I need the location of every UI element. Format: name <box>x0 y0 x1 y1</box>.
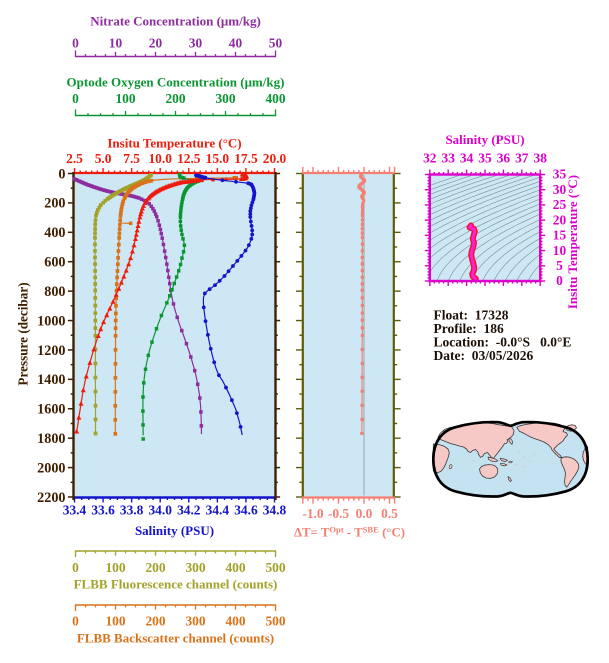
svg-text:100: 100 <box>105 614 125 629</box>
svg-text:36: 36 <box>497 151 511 166</box>
svg-text:0: 0 <box>72 560 79 575</box>
svg-text:33.6: 33.6 <box>91 503 115 518</box>
svg-text:1200: 1200 <box>37 343 65 359</box>
svg-text:0.5: 0.5 <box>381 506 398 521</box>
svg-text:12.5: 12.5 <box>177 151 201 166</box>
svg-text:34.8: 34.8 <box>263 503 287 518</box>
svg-text:Nitrate Concentration (μm/kg): Nitrate Concentration (μm/kg) <box>90 14 261 29</box>
svg-text:0: 0 <box>72 36 79 51</box>
svg-text:0: 0 <box>72 91 79 106</box>
svg-text:100: 100 <box>105 560 125 575</box>
svg-text:7.5: 7.5 <box>123 151 140 166</box>
svg-text:1800: 1800 <box>37 431 65 447</box>
svg-text:200: 200 <box>145 560 165 575</box>
svg-text:2.5: 2.5 <box>66 151 83 166</box>
svg-text:2000: 2000 <box>37 460 65 476</box>
svg-text:Salinity (PSU): Salinity (PSU) <box>135 523 214 538</box>
svg-text:5: 5 <box>556 258 563 273</box>
svg-text:Location: -0.0°S 0.0°E: Location: -0.0°S 0.0°E <box>434 335 572 350</box>
svg-text:20: 20 <box>553 212 567 227</box>
svg-text:34.6: 34.6 <box>234 503 258 518</box>
svg-text:0.0: 0.0 <box>356 506 373 521</box>
svg-text:20: 20 <box>149 36 163 51</box>
svg-text:500: 500 <box>265 614 285 629</box>
svg-text:Pressure (decibar): Pressure (decibar) <box>16 282 31 385</box>
svg-text:300: 300 <box>185 614 205 629</box>
svg-text:30: 30 <box>553 182 567 197</box>
svg-text:200: 200 <box>145 614 165 629</box>
svg-text:Insitu Temperature (°C): Insitu Temperature (°C) <box>565 175 580 309</box>
svg-text:200: 200 <box>165 91 185 106</box>
svg-text:Salinity (PSU): Salinity (PSU) <box>445 132 524 147</box>
svg-text:200: 200 <box>44 196 65 212</box>
svg-text:400: 400 <box>44 225 65 241</box>
svg-text:38: 38 <box>534 151 548 166</box>
svg-text:32: 32 <box>423 151 437 166</box>
svg-text:10.0: 10.0 <box>148 151 172 166</box>
svg-text:34.0: 34.0 <box>148 503 172 518</box>
svg-text:500: 500 <box>265 560 285 575</box>
svg-text:FLBB Fluorescence channel (cou: FLBB Fluorescence channel (counts) <box>74 577 278 592</box>
svg-text:37: 37 <box>515 151 529 166</box>
svg-text:0: 0 <box>556 273 563 288</box>
svg-text:-0.5: -0.5 <box>328 506 350 521</box>
svg-text:600: 600 <box>44 255 65 271</box>
svg-text:10: 10 <box>553 243 567 258</box>
svg-text:5.0: 5.0 <box>95 151 112 166</box>
svg-text:1600: 1600 <box>37 402 65 418</box>
svg-text:0: 0 <box>72 614 79 629</box>
svg-text:34.2: 34.2 <box>177 503 201 518</box>
svg-text:35: 35 <box>478 151 492 166</box>
svg-text:ΔT= TOpt - TSBE (°C): ΔT= TOpt - TSBE (°C) <box>294 525 405 540</box>
svg-text:1400: 1400 <box>37 372 65 388</box>
svg-text:33.4: 33.4 <box>63 503 87 518</box>
svg-text:300: 300 <box>215 91 235 106</box>
svg-text:400: 400 <box>265 91 285 106</box>
svg-text:-1.0: -1.0 <box>302 506 324 521</box>
svg-text:800: 800 <box>44 284 65 300</box>
svg-text:Date: 03/05/2026: Date: 03/05/2026 <box>434 348 534 363</box>
svg-text:34: 34 <box>460 151 474 166</box>
svg-text:400: 400 <box>225 614 245 629</box>
svg-text:0: 0 <box>58 166 65 182</box>
svg-text:17.5: 17.5 <box>234 151 258 166</box>
svg-text:Insitu Temperature (°C): Insitu Temperature (°C) <box>107 136 241 151</box>
svg-text:Profile: 186: Profile: 186 <box>434 321 504 336</box>
svg-text:300: 300 <box>185 560 205 575</box>
svg-text:30: 30 <box>189 36 203 51</box>
svg-text:40: 40 <box>229 36 243 51</box>
svg-text:15: 15 <box>553 228 567 243</box>
svg-text:2200: 2200 <box>37 490 65 506</box>
svg-text:10: 10 <box>109 36 123 51</box>
svg-text:400: 400 <box>225 560 245 575</box>
svg-text:15.0: 15.0 <box>206 151 230 166</box>
svg-text:33.8: 33.8 <box>120 503 144 518</box>
svg-text:20.0: 20.0 <box>263 151 287 166</box>
svg-text:33: 33 <box>442 151 456 166</box>
svg-text:Float: 17328: Float: 17328 <box>434 308 509 323</box>
svg-text:25: 25 <box>553 197 567 212</box>
svg-text:1000: 1000 <box>37 313 65 329</box>
svg-text:35: 35 <box>553 167 567 182</box>
svg-text:50: 50 <box>269 36 283 51</box>
svg-text:100: 100 <box>115 91 135 106</box>
svg-text:Optode Oxygen Concentration (μ: Optode Oxygen Concentration (μm/kg) <box>67 75 285 90</box>
svg-text:34.4: 34.4 <box>206 503 230 518</box>
svg-text:FLBB Backscatter channel (coun: FLBB Backscatter channel (counts) <box>77 631 274 646</box>
